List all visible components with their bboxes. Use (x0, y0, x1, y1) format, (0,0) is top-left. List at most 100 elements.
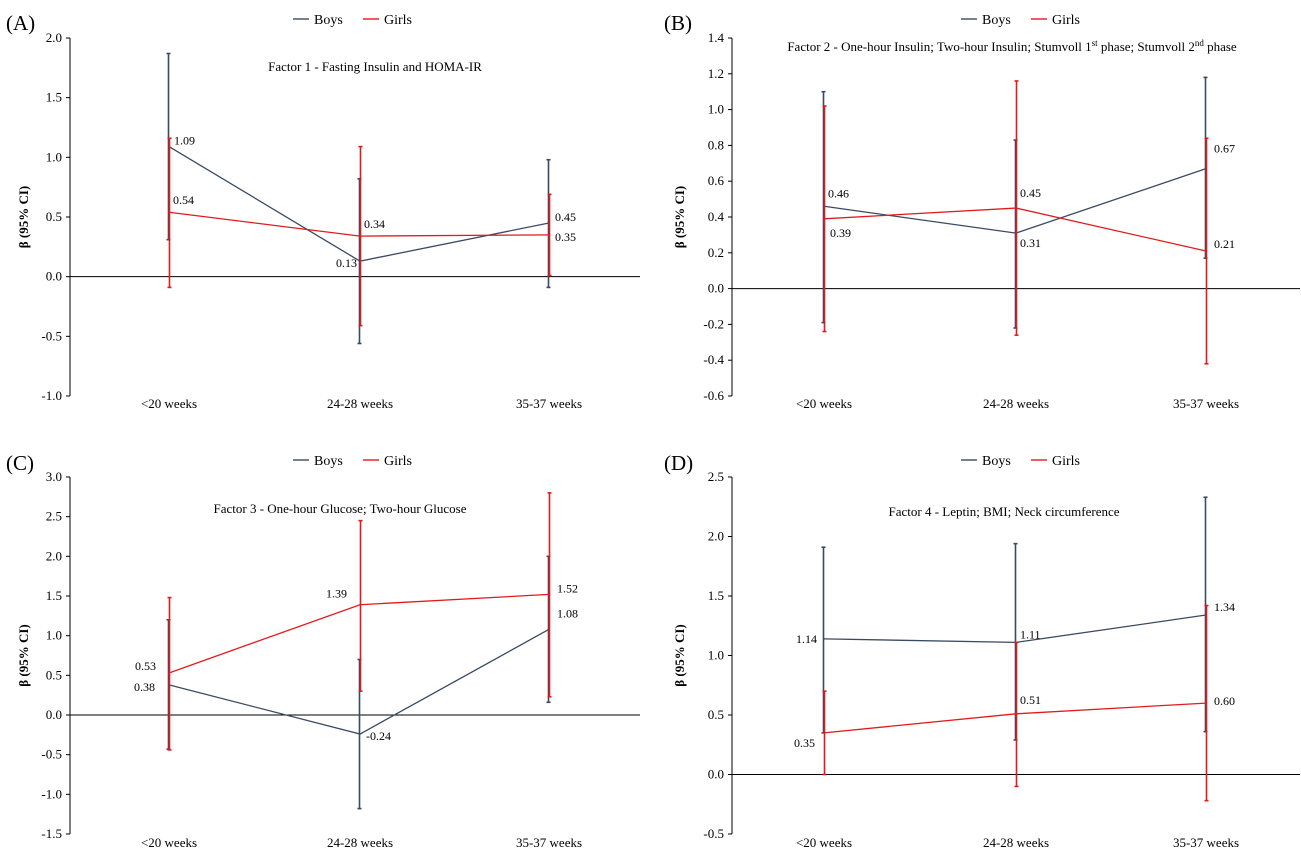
y-tick-label: 1.2 (708, 66, 724, 81)
y-tick-label: 1.0 (46, 628, 62, 643)
y-tick-label: 0.2 (708, 245, 724, 260)
x-tick-label: <20 weeks (141, 835, 197, 850)
data-point-girls (823, 217, 825, 220)
y-tick-label: 0.6 (708, 173, 725, 188)
y-tick-label: 0.0 (708, 767, 724, 782)
y-tick-label: 0.8 (708, 137, 724, 152)
data-label-boys: 1.14 (796, 632, 817, 646)
data-point-girls (1015, 207, 1017, 209)
legend: Boys Girls (961, 454, 1080, 469)
data-label-boys: 1.08 (557, 606, 578, 620)
y-tick-label: -0.5 (703, 826, 724, 841)
y-tick-label: 3.0 (46, 469, 62, 484)
data-label-boys: 0.13 (336, 256, 357, 270)
data-label-boys: 0.31 (1020, 236, 1041, 250)
x-tick-label: 24-28 weeks (983, 396, 1049, 411)
y-tick-label: 0.5 (46, 209, 62, 224)
y-tick-label: -0.6 (703, 388, 724, 403)
chart-title: Factor 2 - One-hour Insulin; Two-hour In… (787, 38, 1237, 54)
y-tick-label: 2.0 (46, 548, 62, 563)
data-label-girls: 0.54 (173, 193, 194, 207)
legend-label-girls: Girls (1052, 13, 1080, 28)
data-label-girls: 0.39 (830, 226, 851, 240)
chart-panel-2: (C) Boys Girls -1.5 -1.0 -0.5 0.0 0.5 1.0 1.5 2.0 2… (6, 451, 640, 850)
data-point-boys (823, 638, 825, 640)
x-tick-label: 35-37 weeks (516, 396, 582, 411)
data-label-girls: 0.45 (1020, 186, 1041, 200)
legend-label-boys: Boys (982, 13, 1011, 28)
data-point-girls (168, 672, 170, 674)
data-label-girls: 1.52 (557, 581, 578, 595)
y-tick-label: 1.0 (708, 648, 724, 663)
data-point-girls (359, 235, 361, 237)
chart-title: Factor 3 - One-hour Glucose; Two-hour Gl… (213, 501, 466, 516)
data-label-girls: 0.51 (1020, 693, 1041, 707)
y-axis-label: β (95% CI) (16, 186, 31, 248)
y-tick-label: 1.5 (46, 90, 62, 105)
x-tick-label: 24-28 weeks (327, 835, 393, 850)
data-label-boys: -0.24 (366, 729, 391, 743)
data-label-boys: 0.45 (555, 210, 576, 224)
data-point-girls (548, 593, 550, 596)
chart-panel-3: (D) Boys Girls -0.5 0.0 0.5 1.0 1.5 2.0 2.5 β (95%… (664, 451, 1300, 850)
data-label-girls: 0.35 (794, 736, 815, 750)
data-label-boys: 1.09 (174, 134, 195, 148)
y-tick-label: -1.0 (41, 786, 62, 801)
chart-title: Factor 4 - Leptin; BMI; Neck circumferen… (888, 504, 1119, 519)
legend: Boys Girls (293, 454, 412, 469)
x-tick-label: 24-28 weeks (327, 396, 393, 411)
data-point-boys (359, 733, 361, 735)
y-tick-label: 1.0 (46, 149, 62, 164)
series-girls (167, 492, 552, 751)
data-label-girls: 0.60 (1214, 694, 1235, 708)
series-girls (167, 137, 552, 327)
x-tick-label: 24-28 weeks (983, 835, 1049, 850)
legend: Boys Girls (293, 13, 412, 28)
legend-label-boys: Boys (314, 13, 343, 28)
y-axis-label: β (95% CI) (672, 624, 687, 686)
data-label-girls: 0.35 (555, 230, 576, 244)
series-boys (166, 52, 551, 345)
x-tick-label: <20 weeks (796, 835, 852, 850)
y-tick-label: 1.5 (708, 588, 724, 603)
panel-letter: (D) (664, 451, 693, 475)
y-tick-label: 0.0 (708, 281, 724, 296)
y-tick-label: 0.5 (46, 667, 62, 682)
y-tick-label: 0.0 (46, 707, 62, 722)
panel-letter: (C) (6, 451, 34, 475)
data-point-girls (1205, 250, 1207, 252)
y-tick-label: -0.2 (703, 316, 724, 331)
y-tick-label: -0.4 (703, 352, 724, 367)
x-tick-label: <20 weeks (796, 396, 852, 411)
chart-title: Factor 1 - Fasting Insulin and HOMA-IR (268, 59, 482, 74)
data-label-girls: 0.53 (135, 659, 156, 673)
y-tick-label: 0.4 (708, 209, 725, 224)
y-tick-label: -1.0 (41, 388, 62, 403)
data-point-girls (823, 732, 825, 734)
series-boys (166, 555, 551, 810)
y-tick-label: 0.0 (46, 269, 62, 284)
y-tick-label: 1.5 (46, 588, 62, 603)
data-label-boys: 0.67 (1214, 142, 1235, 156)
y-tick-label: 2.5 (46, 509, 62, 524)
data-label-boys: 0.46 (828, 186, 849, 200)
y-tick-label: 0.5 (708, 707, 724, 722)
chart-panel-1: (B) Boys Girls -0.6 -0.4 -0.2 0.0 0.2 0.4 0.6 0.8 1… (664, 11, 1300, 411)
chart-panel-0: (A) Boys Girls -1.0 -0.5 0.0 0.5 1.0 1.5 2.0 β (95… (6, 11, 640, 411)
y-tick-label: 2.5 (708, 469, 724, 484)
y-tick-label: 2.0 (46, 30, 62, 45)
x-tick-label: 35-37 weeks (1173, 396, 1239, 411)
y-tick-label: -0.5 (41, 328, 62, 343)
series-girls (822, 604, 1209, 802)
data-point-girls (168, 211, 170, 214)
data-point-girls (1205, 702, 1207, 704)
x-tick-label: 35-37 weeks (1173, 835, 1239, 850)
series-girls (822, 80, 1209, 365)
y-tick-label: -1.5 (41, 826, 62, 841)
series-boys (821, 76, 1208, 329)
legend-label-boys: Boys (982, 454, 1011, 469)
data-label-girls: 0.34 (364, 217, 385, 231)
legend-label-boys: Boys (314, 454, 343, 469)
legend: Boys Girls (961, 13, 1080, 28)
